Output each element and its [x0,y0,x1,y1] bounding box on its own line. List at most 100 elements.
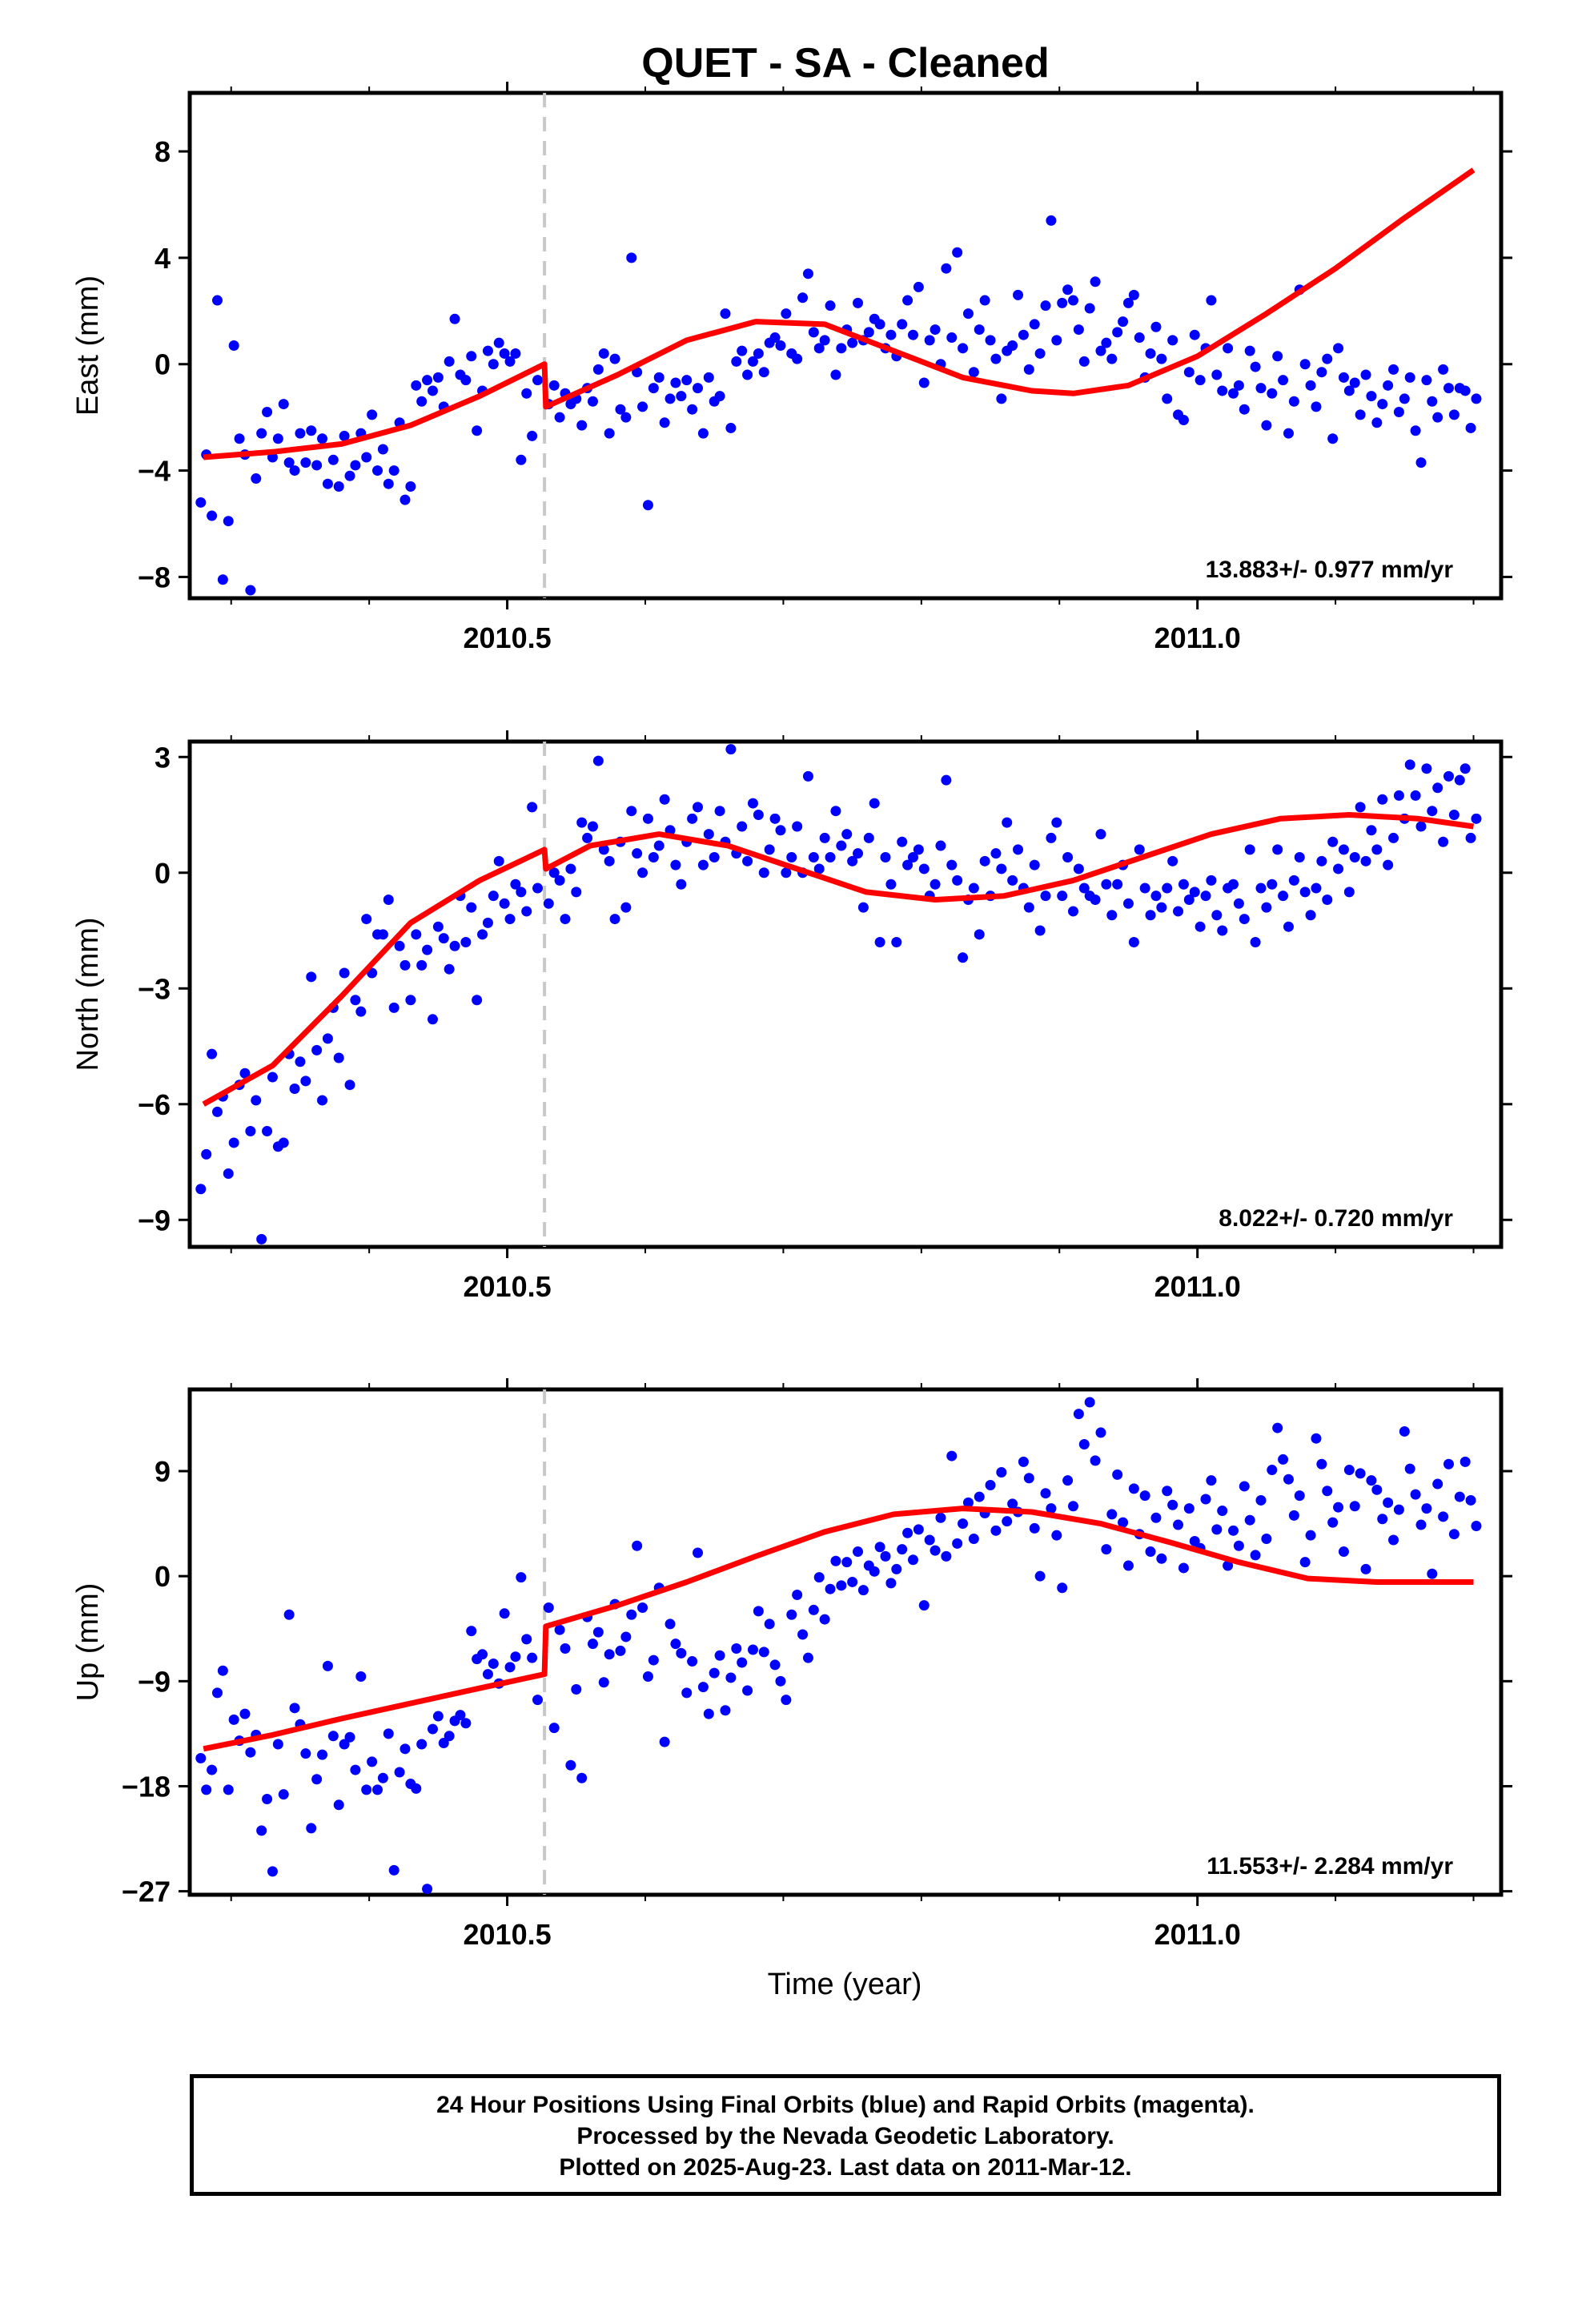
east-data-point [703,372,714,383]
up-data-point [758,1647,769,1658]
north-data-point [709,852,720,863]
north-data-point [637,867,648,879]
up-data-point [714,1650,725,1661]
up-data-point [1200,1494,1211,1505]
east-data-point [1217,385,1228,396]
east-data-point [333,481,344,493]
up-data-point [576,1772,588,1783]
up-data-point [1029,1522,1040,1534]
east-data-point [1162,393,1173,404]
east-data-point [941,263,952,274]
east-data-point [897,319,908,330]
east-data-point [1239,404,1250,415]
up-data-point [1034,1570,1046,1582]
north-data-point [504,914,516,925]
east-data-point [211,295,223,306]
north-data-point [1228,879,1239,890]
north-data-point [1438,836,1449,847]
up-data-point [1122,1560,1134,1571]
north-data-point [1432,782,1443,794]
up-data-point [1465,1494,1476,1506]
north-data-point [400,959,411,971]
north-data-point [598,844,609,855]
east-data-point [195,497,207,508]
up-data-point [422,1884,433,1895]
up-y-tick-label: 0 [155,1560,171,1593]
up-data-point [847,1576,858,1587]
north-data-point [339,967,350,979]
east-data-point [207,510,218,521]
up-data-point [642,1671,653,1682]
east-data-point [1250,361,1261,372]
east-data-point [499,348,510,359]
up-data-point [1471,1521,1482,1532]
north-data-point [1046,832,1057,843]
north-data-point [532,883,544,894]
up-data-point [1162,1486,1173,1497]
east-data-point [1040,300,1051,312]
east-data-point [1195,375,1206,386]
east-data-point [615,404,626,415]
north-data-point [841,829,853,840]
up-data-point [918,1600,930,1611]
up-data-point [742,1685,753,1696]
east-data-point [1343,385,1355,396]
up-data-point [306,1823,317,1834]
east-data-point [1007,340,1018,351]
up-x-tick-label: 2011.0 [1154,1918,1241,1951]
north-data-point [1040,891,1051,902]
up-rate-label: 11.553+/- 2.284 mm/yr [1207,1853,1453,1880]
east-data-point [913,281,924,292]
north-data-point [1448,810,1460,821]
east-x-tick-label: 2011.0 [1154,621,1241,654]
up-data-point [1299,1557,1311,1568]
east-data-point [930,324,941,336]
north-data-point [295,1056,306,1068]
east-data-point [1393,407,1404,418]
up-data-point [808,1604,819,1615]
east-data-point [311,460,323,471]
east-data-point [532,375,544,386]
up-data-point [510,1651,521,1663]
up-data-point [289,1703,300,1714]
up-data-point [1283,1474,1294,1485]
east-data-point [223,516,234,527]
east-data-point [1267,388,1278,399]
east-data-point [825,300,836,312]
north-data-point [604,855,615,866]
north-data-point [460,936,472,947]
east-y-tick-label: 4 [155,242,171,275]
up-data-point [1150,1512,1162,1523]
up-data-point [819,1614,830,1625]
up-data-point [548,1723,560,1734]
north-data-point [996,863,1007,875]
east-data-point [863,327,874,338]
east-data-point [245,585,256,596]
up-data-point [499,1608,510,1619]
up-data-point [333,1799,344,1811]
north-data-point [1062,852,1074,863]
up-data-point [830,1555,841,1566]
up-data-point [311,1774,323,1785]
east-data-point [1383,380,1394,391]
north-data-point [527,802,538,813]
east-data-point [985,335,996,346]
north-data-point [1388,832,1399,843]
north-data-point [891,936,902,947]
north-data-point [792,821,803,832]
north-data-point [747,798,758,809]
north-data-point [1106,910,1118,921]
north-data-point [974,929,985,940]
east-data-point [371,465,383,476]
north-data-point [482,917,493,928]
up-data-point [361,1784,372,1795]
north-data-point [786,852,797,863]
up-data-point [907,1554,918,1566]
up-data-point [913,1524,924,1535]
east-data-point [1062,284,1074,296]
east-data-point [482,345,493,356]
north-data-point [1421,763,1432,774]
up-data-point [571,1684,582,1695]
east-data-point [1178,414,1189,425]
up-plot-frame [187,1387,1504,1897]
